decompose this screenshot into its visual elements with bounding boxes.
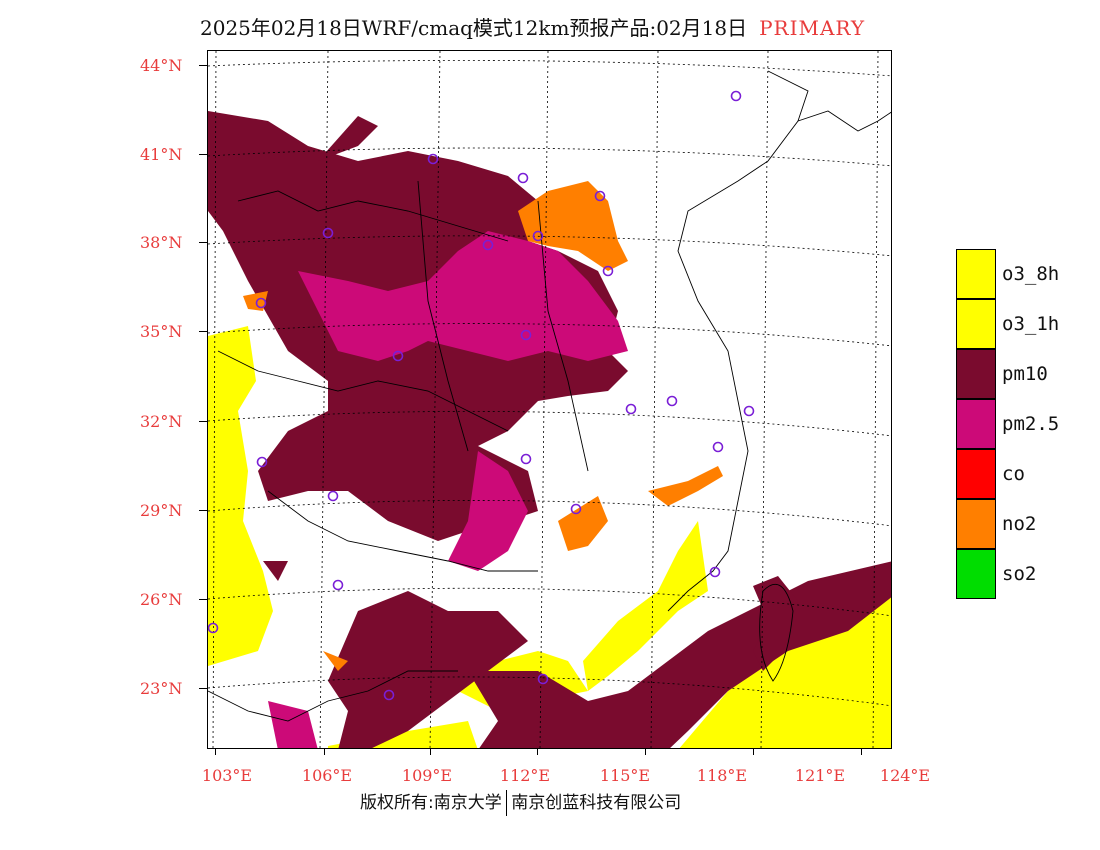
lon-tick (645, 749, 646, 755)
lat-label-26: 26°N (140, 590, 183, 609)
legend-label: o3_1h (1002, 313, 1060, 335)
lon-tick (753, 749, 754, 755)
lon-label-115: 115°E (599, 766, 651, 785)
no2-regions (243, 181, 723, 671)
lat-label-29: 29°N (140, 501, 183, 520)
footer-separator (505, 790, 508, 816)
lat-tick (199, 65, 207, 66)
legend-swatch (956, 549, 996, 599)
lat-label-44: 44°N (140, 56, 183, 75)
lon-label-103: 103°E (201, 766, 253, 785)
lat-label-23: 23°N (140, 679, 183, 698)
legend-label: pm10 (1002, 363, 1048, 385)
lon-tick (324, 749, 325, 755)
legend-label: pm2.5 (1002, 413, 1060, 435)
legend-swatch (956, 249, 996, 299)
lon-tick (861, 749, 862, 755)
map-title: 2025年02月18日WRF/cmaq模式12km预报产品:02月18日 PRIM… (200, 12, 865, 41)
legend-swatch (956, 399, 996, 449)
lon-label-121: 121°E (794, 766, 846, 785)
legend-item-so2: so2 (956, 549, 1100, 599)
map-canvas (208, 51, 891, 748)
legend-item-pm10: pm10 (956, 349, 1100, 399)
legend-swatch (956, 449, 996, 499)
lat-label-41: 41°N (140, 145, 183, 164)
legend-label: no2 (1002, 513, 1037, 535)
lon-label-118: 118°E (696, 766, 748, 785)
map-title-main: 2025年02月18日WRF/cmaq模式12km预报产品:02月18日 (200, 16, 748, 40)
lon-tick (430, 749, 431, 755)
lat-tick (199, 154, 207, 155)
legend-swatch (956, 299, 996, 349)
legend-item-o3-1h: o3_1h (956, 299, 1100, 349)
legend-item-pm25: pm2.5 (956, 399, 1100, 449)
graticule (208, 51, 891, 748)
lat-tick (199, 599, 207, 600)
lat-label-32: 32°N (140, 412, 183, 431)
lon-tick (215, 749, 216, 755)
lat-label-35: 35°N (140, 322, 183, 341)
lat-tick (199, 421, 207, 422)
legend-label: o3_8h (1002, 263, 1060, 285)
legend-label: co (1002, 463, 1025, 485)
lat-tick (199, 242, 207, 243)
lat-tick (199, 688, 207, 689)
copyright-right: 南京创蓝科技有限公司 (511, 793, 682, 813)
pollutant-legend: o3_8h o3_1h pm10 pm2.5 co no2 so2 (956, 249, 1100, 599)
lon-tick (537, 749, 538, 755)
copyright-footer: 版权所有:南京大学 南京创蓝科技有限公司 (360, 788, 681, 816)
legend-swatch (956, 499, 996, 549)
borders (208, 70, 891, 722)
lon-label-112: 112°E (499, 766, 551, 785)
copyright-left: 版权所有:南京大学 (360, 793, 502, 813)
legend-label: so2 (1002, 563, 1037, 585)
legend-item-co: co (956, 449, 1100, 499)
primary-tag: PRIMARY (759, 16, 866, 40)
city-markers (208, 90, 755, 701)
lon-label-109: 109°E (401, 766, 453, 785)
legend-swatch (956, 349, 996, 399)
lon-label-124: 124°E (879, 766, 931, 785)
legend-item-no2: no2 (956, 499, 1100, 549)
lat-tick (199, 510, 207, 511)
lat-tick (199, 331, 207, 332)
lat-label-38: 38°N (140, 233, 183, 252)
legend-item-o3-8h: o3_8h (956, 249, 1100, 299)
pm25-regions (268, 231, 628, 748)
pollution-map (207, 50, 892, 749)
lon-label-106: 106°E (301, 766, 353, 785)
